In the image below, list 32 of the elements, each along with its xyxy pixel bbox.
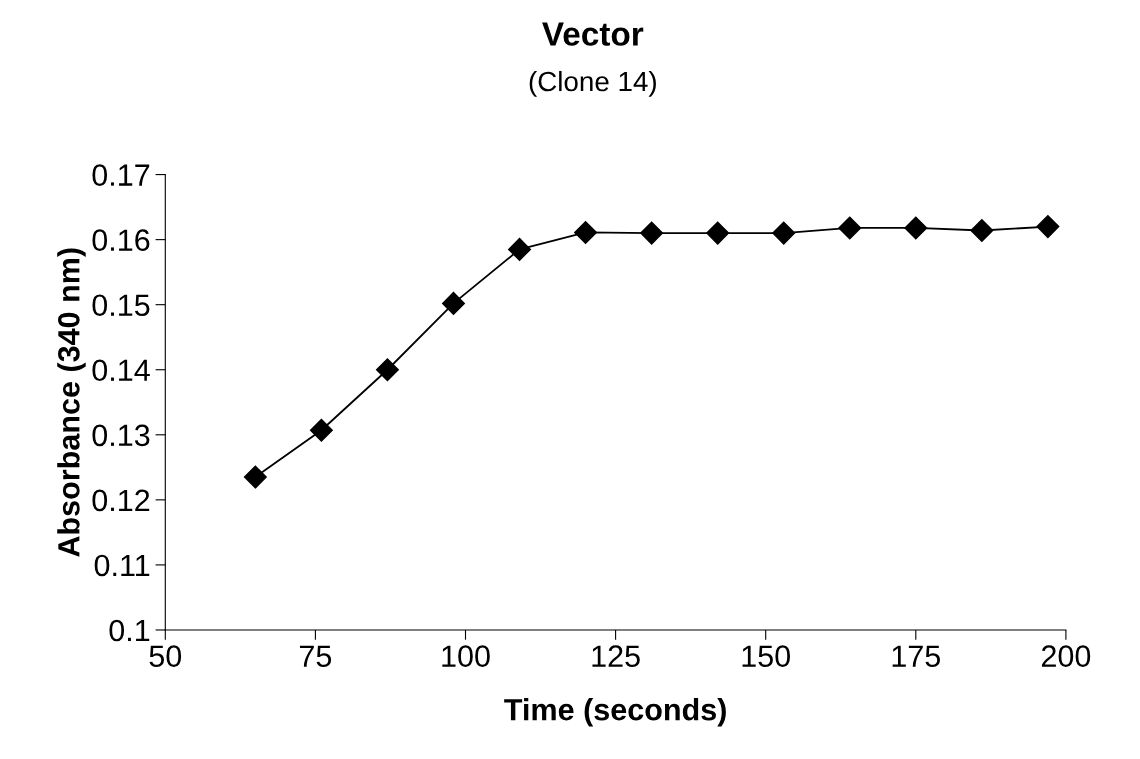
x-tick-label: 100 — [442, 645, 490, 667]
x-tick-label: 175 — [892, 645, 941, 667]
x-tick-label: 125 — [592, 645, 640, 667]
y-tick-label: 0.11 — [94, 554, 150, 577]
x-tick-label: 75 — [299, 645, 332, 667]
point — [508, 237, 532, 261]
point — [243, 465, 267, 489]
y-tick-label: 0.1 — [109, 619, 150, 642]
x-tick-label: 150 — [742, 645, 790, 667]
y-tick-label: 0.16 — [92, 229, 150, 251]
point — [375, 358, 399, 382]
point — [309, 418, 333, 442]
point — [706, 221, 730, 245]
point — [970, 219, 994, 243]
point — [1036, 215, 1060, 239]
y-axis-title: Absorbance (340 nm) — [57, 248, 86, 557]
x-tick-label: 200 — [1041, 645, 1091, 667]
y-tick-label: 0.12 — [92, 489, 150, 512]
x-axis-title: Time (seconds) — [504, 698, 726, 727]
point — [772, 221, 796, 245]
point — [574, 220, 598, 244]
chart-title: Vector — [542, 22, 644, 46]
point — [904, 216, 928, 240]
point — [441, 291, 465, 315]
x-tick-label: 50 — [149, 645, 182, 667]
y-tick-label: 0.13 — [92, 424, 150, 447]
y-tick-label: 0.15 — [92, 294, 150, 317]
point — [640, 221, 664, 245]
chart-subtitle: (Clone 14) — [529, 70, 656, 97]
y-tick-label: 0.14 — [92, 359, 150, 382]
point — [838, 216, 862, 240]
y-tick-label: 0.17 — [92, 164, 150, 186]
